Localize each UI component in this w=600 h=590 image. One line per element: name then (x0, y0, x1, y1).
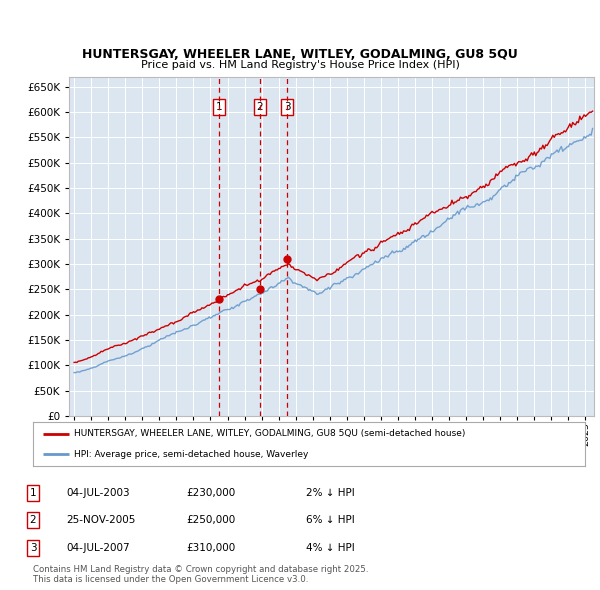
Text: 4% ↓ HPI: 4% ↓ HPI (306, 543, 355, 553)
Text: £250,000: £250,000 (186, 516, 235, 525)
Text: 6% ↓ HPI: 6% ↓ HPI (306, 516, 355, 525)
Text: £230,000: £230,000 (186, 488, 235, 497)
Text: Price paid vs. HM Land Registry's House Price Index (HPI): Price paid vs. HM Land Registry's House … (140, 60, 460, 70)
Text: Contains HM Land Registry data © Crown copyright and database right 2025.
This d: Contains HM Land Registry data © Crown c… (33, 565, 368, 584)
Text: HPI: Average price, semi-detached house, Waverley: HPI: Average price, semi-detached house,… (74, 450, 309, 458)
Text: 1: 1 (215, 102, 223, 112)
Text: 2: 2 (257, 102, 263, 112)
Text: HUNTERSGAY, WHEELER LANE, WITLEY, GODALMING, GU8 5QU (semi-detached house): HUNTERSGAY, WHEELER LANE, WITLEY, GODALM… (74, 430, 466, 438)
Text: 3: 3 (284, 102, 290, 112)
Text: 04-JUL-2007: 04-JUL-2007 (66, 543, 130, 553)
Text: 2% ↓ HPI: 2% ↓ HPI (306, 488, 355, 497)
Text: 04-JUL-2003: 04-JUL-2003 (66, 488, 130, 497)
Text: 2: 2 (29, 516, 37, 525)
Text: HUNTERSGAY, WHEELER LANE, WITLEY, GODALMING, GU8 5QU: HUNTERSGAY, WHEELER LANE, WITLEY, GODALM… (82, 48, 518, 61)
Text: 25-NOV-2005: 25-NOV-2005 (66, 516, 136, 525)
Text: 3: 3 (29, 543, 37, 553)
Text: £310,000: £310,000 (186, 543, 235, 553)
Text: 1: 1 (29, 488, 37, 497)
